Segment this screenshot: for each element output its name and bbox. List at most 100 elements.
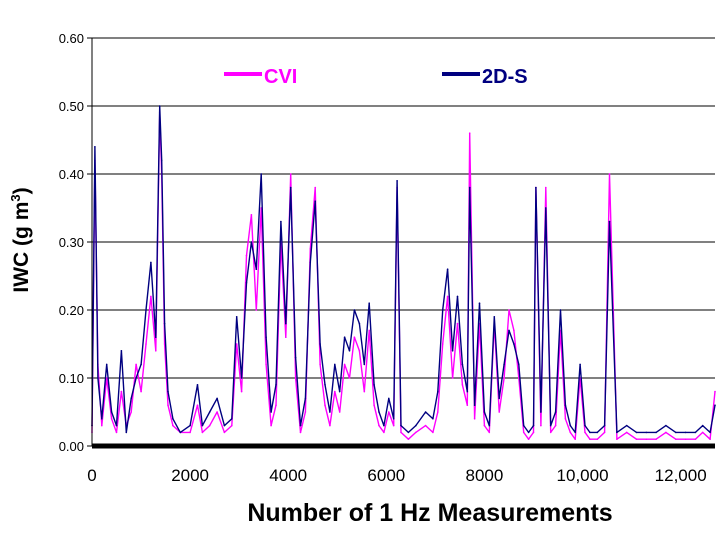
data-point-twods-14	[155, 336, 157, 339]
data-point-twods-56	[373, 384, 375, 386]
data-point-twods-89	[540, 411, 542, 413]
data-point-twods-16	[160, 159, 163, 162]
data-point-cvi-29	[240, 390, 243, 393]
legend: CVI 2D-S	[224, 66, 528, 88]
data-point-twods-111	[694, 431, 697, 434]
data-point-cvi-14	[155, 350, 157, 352]
data-point-cvi-108	[665, 431, 667, 434]
data-point-twods-74	[468, 186, 471, 189]
data-point-cvi-114	[714, 390, 716, 393]
data-point-cvi-80	[498, 411, 501, 413]
data-point-cvi-23	[201, 431, 204, 434]
data-point-cvi-59	[388, 411, 390, 413]
data-point-cvi-28	[235, 343, 238, 345]
data-point-twods-82	[508, 329, 510, 332]
data-point-twods-63	[407, 431, 410, 434]
data-point-twods-106	[645, 431, 648, 434]
data-point-cvi-5	[110, 418, 113, 420]
data-point-twods-70	[451, 350, 454, 352]
data-point-cvi-48	[334, 390, 336, 393]
svg-text:IWC (g m3): IWC (g m3)	[8, 187, 33, 292]
data-point-cvi-94	[564, 418, 567, 420]
x-tick-label-5: 10,000	[557, 466, 609, 485]
data-point-cvi-21	[189, 431, 191, 434]
x-axis-ticks: 0 2000 4000 6000 8000 10,000 12,000	[87, 466, 706, 485]
data-point-cvi-106	[645, 438, 648, 441]
y-tick-label-1: 0.10	[59, 371, 84, 386]
data-point-twods-104	[625, 424, 628, 427]
data-point-twods-83	[513, 343, 515, 345]
data-point-cvi-104	[625, 431, 628, 434]
data-point-cvi-44	[314, 186, 317, 189]
data-point-twods-62	[400, 424, 402, 427]
data-point-twods-8	[125, 431, 128, 434]
data-point-twods-65	[424, 411, 427, 413]
data-point-twods-69	[446, 268, 449, 271]
data-point-cvi-111	[694, 438, 697, 441]
data-point-cvi-49	[338, 411, 341, 413]
x-tick-label-3: 6000	[367, 466, 405, 485]
data-point-cvi-32	[255, 309, 258, 311]
data-point-cvi-50	[343, 363, 346, 366]
data-point-twods-68	[441, 309, 444, 311]
data-point-twods-5	[110, 411, 113, 413]
data-point-cvi-7	[120, 390, 123, 393]
data-point-cvi-57	[378, 424, 380, 427]
data-point-cvi-99	[589, 438, 591, 441]
data-point-cvi-96	[574, 438, 576, 441]
data-point-twods-72	[461, 363, 464, 366]
data-point-twods-86	[527, 431, 530, 434]
data-point-cvi-40	[294, 377, 297, 379]
data-point-cvi-69	[446, 295, 449, 298]
data-point-twods-15	[158, 105, 161, 107]
data-point-twods-67	[437, 390, 439, 393]
data-point-cvi-52	[353, 336, 356, 339]
data-point-cvi-91	[549, 431, 552, 434]
y-tick-label-2: 0.20	[59, 303, 84, 318]
x-tick-label-1: 2000	[171, 466, 209, 485]
data-point-twods-28	[235, 316, 238, 318]
data-point-twods-113	[709, 431, 711, 434]
data-point-twods-108	[665, 424, 667, 427]
data-point-twods-78	[488, 424, 491, 427]
data-point-cvi-78	[488, 431, 491, 434]
data-point-cvi-31	[250, 214, 253, 216]
data-point-cvi-6	[115, 431, 118, 434]
data-point-twods-25	[216, 397, 218, 400]
data-point-twods-53	[358, 322, 361, 325]
data-point-cvi-109	[675, 438, 677, 441]
data-point-twods-23	[201, 424, 204, 427]
y-tick-label-5: 0.50	[59, 99, 84, 114]
data-point-cvi-58	[383, 431, 385, 434]
series-layer	[91, 105, 716, 441]
data-point-twods-66	[432, 418, 434, 420]
data-point-twods-13	[150, 261, 152, 264]
data-point-cvi-112	[701, 431, 704, 434]
data-point-twods-110	[684, 431, 687, 434]
data-point-twods-97	[579, 363, 581, 366]
data-point-cvi-65	[424, 424, 427, 427]
data-point-cvi-89	[540, 424, 542, 427]
data-point-twods-102	[608, 220, 611, 223]
data-point-cvi-67	[437, 411, 439, 413]
data-point-cvi-11	[140, 390, 142, 393]
data-point-cvi-70	[451, 377, 454, 379]
data-point-twods-92	[554, 411, 557, 413]
data-point-twods-10	[135, 377, 137, 379]
y-axis-title: IWC (g m3)	[8, 187, 33, 292]
data-point-cvi-90	[545, 186, 547, 189]
data-point-twods-79	[493, 316, 496, 318]
data-point-twods-41	[299, 424, 302, 427]
data-point-cvi-54	[363, 390, 366, 393]
data-point-twods-31	[250, 241, 253, 243]
data-point-twods-50	[343, 336, 346, 339]
legend-label-cvi: CVI	[264, 66, 297, 88]
data-point-twods-38	[285, 322, 287, 325]
data-point-cvi-10	[135, 363, 137, 366]
data-point-cvi-103	[616, 438, 618, 441]
data-point-twods-18	[167, 390, 169, 393]
data-point-cvi-35	[270, 424, 272, 427]
data-point-twods-49	[338, 390, 341, 393]
data-point-twods-47	[329, 411, 331, 413]
data-point-twods-98	[584, 424, 586, 427]
